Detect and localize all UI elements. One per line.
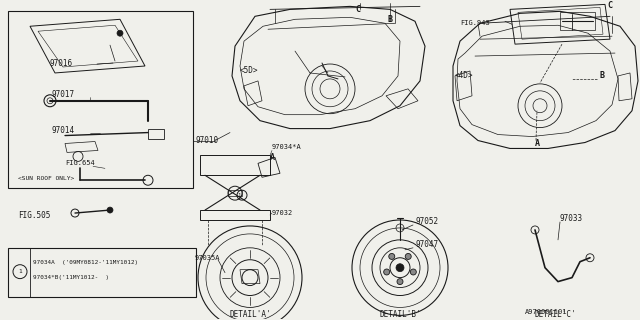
- Circle shape: [397, 279, 403, 284]
- Text: 97034A  ('09MY0812-'11MY1012): 97034A ('09MY0812-'11MY1012): [33, 260, 138, 265]
- Bar: [148, 129, 164, 139]
- Text: DETAIL'C': DETAIL'C': [534, 310, 576, 319]
- Text: <4D>: <4D>: [455, 71, 474, 80]
- Text: 97035A: 97035A: [195, 255, 221, 261]
- Text: 97047: 97047: [415, 240, 438, 249]
- Text: DETAIL'B': DETAIL'B': [379, 310, 421, 319]
- Text: 97034*B('11MY1012-  ): 97034*B('11MY1012- ): [33, 275, 109, 280]
- Bar: [8, 11, 193, 188]
- Text: 1: 1: [18, 269, 22, 274]
- Bar: [8, 248, 196, 298]
- Circle shape: [384, 269, 390, 275]
- Text: 97017: 97017: [52, 90, 75, 99]
- Text: 97034*A: 97034*A: [272, 144, 301, 150]
- Text: FIG.654: FIG.654: [65, 160, 95, 166]
- Text: 1: 1: [237, 193, 241, 198]
- Bar: [228, 190, 242, 196]
- Text: <5D>: <5D>: [240, 67, 259, 76]
- Text: 97014: 97014: [52, 126, 75, 135]
- Text: C: C: [607, 1, 612, 10]
- Circle shape: [388, 253, 395, 260]
- Text: FIG.943: FIG.943: [460, 20, 490, 26]
- Text: 97010: 97010: [195, 136, 218, 145]
- Text: 97016: 97016: [50, 59, 73, 68]
- Text: <SUN ROOF ONLY>: <SUN ROOF ONLY>: [18, 176, 74, 181]
- Text: B: B: [600, 71, 605, 80]
- Circle shape: [405, 253, 412, 260]
- Text: 97032: 97032: [272, 210, 293, 216]
- Text: A: A: [535, 139, 540, 148]
- Circle shape: [107, 207, 113, 213]
- Text: A: A: [270, 153, 275, 162]
- Text: FIG.505: FIG.505: [18, 211, 51, 220]
- Text: 97033: 97033: [560, 213, 583, 222]
- Bar: [200, 210, 270, 220]
- Text: DETAIL'A': DETAIL'A': [229, 310, 271, 319]
- Circle shape: [396, 264, 404, 272]
- Circle shape: [117, 30, 123, 36]
- Text: 97052: 97052: [415, 218, 438, 227]
- Text: C: C: [355, 5, 360, 14]
- Circle shape: [410, 269, 416, 275]
- Bar: [560, 12, 595, 30]
- Text: A970001101: A970001101: [525, 309, 568, 316]
- Bar: [200, 156, 270, 175]
- Text: B: B: [387, 15, 392, 24]
